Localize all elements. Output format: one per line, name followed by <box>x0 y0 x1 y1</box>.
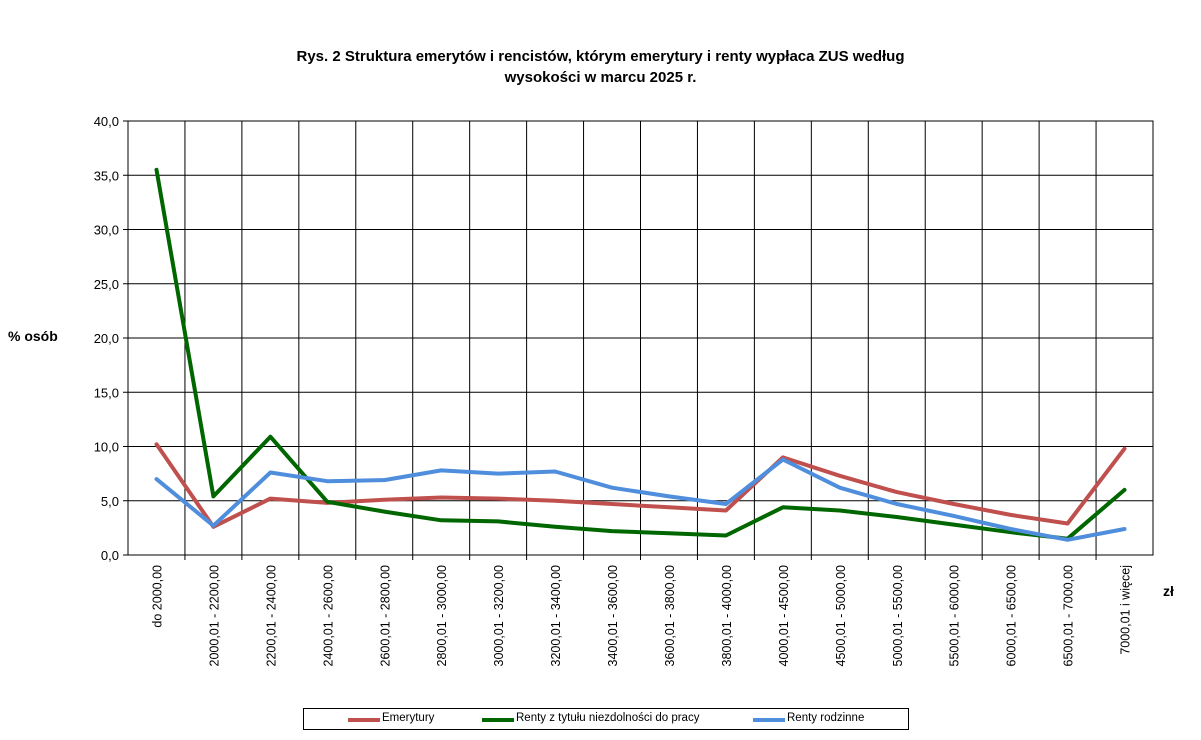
x-tick-label: 6500,01 - 7000,00 <box>1062 565 1076 667</box>
legend-label-renty-niezdolnosc: Renty z tytułu niezdolności do pracy <box>516 712 700 724</box>
data-point-series-2 <box>724 502 728 506</box>
y-tick-label: 0,0 <box>101 548 119 563</box>
x-tick-label: 5500,01 - 6000,00 <box>948 565 962 667</box>
x-tick-label: 4000,01 - 4500,00 <box>777 565 791 667</box>
y-tick-label: 35,0 <box>94 168 119 183</box>
legend-swatch-renty-rodzinne <box>753 718 785 722</box>
data-point-series-0 <box>1009 513 1013 517</box>
data-point-series-1 <box>838 509 842 513</box>
data-point-series-1 <box>439 518 443 522</box>
data-point-series-1 <box>268 435 272 439</box>
data-point-series-0 <box>667 505 671 509</box>
data-point-series-2 <box>382 478 386 482</box>
x-tick-label: 2600,01 - 2800,00 <box>378 565 392 667</box>
data-point-series-1 <box>1123 488 1127 492</box>
x-tick-label: 6000,01 - 6500,00 <box>1005 565 1019 667</box>
data-point-series-1 <box>496 519 500 523</box>
x-tick-label: 3400,01 - 3600,00 <box>606 565 620 667</box>
x-tick-label: 5000,01 - 5500,00 <box>891 565 905 667</box>
x-tick-label: 2800,01 - 3000,00 <box>435 565 449 667</box>
data-point-series-0 <box>1123 447 1127 451</box>
x-tick-label: 7000,01 i więcej <box>1119 565 1133 655</box>
x-tick-label: 3200,01 - 3400,00 <box>549 565 563 667</box>
y-tick-label: 10,0 <box>94 440 119 455</box>
data-point-series-0 <box>496 497 500 501</box>
data-point-series-1 <box>781 505 785 509</box>
data-point-series-2 <box>553 469 557 473</box>
data-point-series-0 <box>154 442 158 446</box>
data-point-series-1 <box>952 523 956 527</box>
data-point-series-2 <box>895 502 899 506</box>
data-point-series-1 <box>724 533 728 537</box>
x-tick-label: 3600,01 - 3800,00 <box>663 565 677 667</box>
data-point-series-0 <box>895 490 899 494</box>
data-point-series-2 <box>439 468 443 472</box>
data-point-series-1 <box>382 510 386 514</box>
legend-swatch-renty-niezdolnosc <box>482 718 514 722</box>
data-point-series-2 <box>496 472 500 476</box>
data-point-series-2 <box>1066 538 1070 542</box>
data-point-series-2 <box>667 494 671 498</box>
data-point-series-2 <box>610 486 614 490</box>
x-tick-label: do 2000,00 <box>150 565 164 628</box>
x-tick-label: 3000,01 - 3200,00 <box>492 565 506 667</box>
data-point-series-2 <box>1009 527 1013 531</box>
legend-label-renty-rodzinne: Renty rodzinne <box>787 712 865 724</box>
y-tick-label: 30,0 <box>94 223 119 238</box>
y-tick-label: 5,0 <box>101 494 119 509</box>
y-tick-label: 25,0 <box>94 277 119 292</box>
x-tick-label: 3800,01 - 4000,00 <box>720 565 734 667</box>
data-point-series-2 <box>1123 527 1127 531</box>
legend: Emerytury Renty z tytułu niezdolności do… <box>303 708 909 730</box>
data-point-series-0 <box>553 499 557 503</box>
data-point-series-1 <box>667 531 671 535</box>
data-point-series-1 <box>610 529 614 533</box>
legend-swatch-emerytury <box>348 718 380 722</box>
data-point-series-2 <box>838 486 842 490</box>
data-point-series-0 <box>268 497 272 501</box>
y-tick-label: 40,0 <box>94 114 119 129</box>
x-tick-label: 2200,01 - 2400,00 <box>264 565 278 667</box>
data-point-series-1 <box>1009 530 1013 534</box>
chart-title: Rys. 2 Struktura emerytów i rencistów, k… <box>0 46 1201 88</box>
data-point-series-0 <box>724 509 728 513</box>
data-point-series-2 <box>211 524 215 528</box>
series-line-2 <box>154 457 1127 542</box>
data-point-series-1 <box>553 525 557 529</box>
data-point-series-2 <box>781 458 785 462</box>
y-tick-label: 15,0 <box>94 385 119 400</box>
data-point-series-1 <box>895 515 899 519</box>
chart-title-line-2: wysokości w marcu 2025 r. <box>504 69 697 86</box>
series-line-0 <box>154 442 1127 529</box>
data-point-series-1 <box>325 500 329 504</box>
x-tick-label: 2400,01 - 2600,00 <box>321 565 335 667</box>
x-tick-label: 2000,01 - 2200,00 <box>207 565 221 667</box>
data-point-series-0 <box>610 502 614 506</box>
data-point-series-2 <box>268 471 272 475</box>
chart-title-line-1: Rys. 2 Struktura emerytów i rencistów, k… <box>296 48 905 65</box>
data-point-series-2 <box>154 477 158 481</box>
data-point-series-2 <box>325 479 329 483</box>
y-axis-label: % osób <box>8 328 58 344</box>
data-point-series-0 <box>952 502 956 506</box>
data-point-series-0 <box>439 495 443 499</box>
series-line-1 <box>154 167 1127 541</box>
data-point-series-1 <box>211 494 215 498</box>
x-axis-unit: zł <box>1163 583 1174 599</box>
data-point-series-0 <box>838 474 842 478</box>
x-tick-label: 4500,01 - 5000,00 <box>834 565 848 667</box>
legend-label-emerytury: Emerytury <box>382 712 435 724</box>
data-point-series-1 <box>154 168 158 172</box>
data-point-series-2 <box>952 514 956 518</box>
data-point-series-0 <box>382 498 386 502</box>
y-tick-label: 20,0 <box>94 331 119 346</box>
data-point-series-0 <box>1066 522 1070 526</box>
